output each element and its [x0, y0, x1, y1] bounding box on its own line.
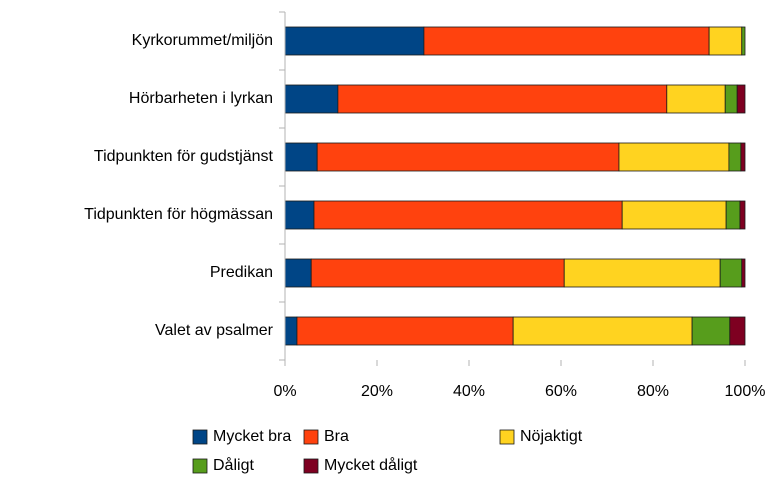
bar-segment [618, 142, 730, 172]
y-tick-label: Valet av psalmer [155, 322, 274, 339]
bar-segment [563, 258, 721, 288]
bar-segment [724, 84, 738, 114]
bar-segment [739, 200, 746, 230]
bar-segment [741, 258, 746, 288]
bar-segment [316, 142, 620, 172]
bar-segment [423, 26, 710, 56]
x-tick-label: 100% [725, 383, 766, 400]
bar-segment [337, 84, 668, 114]
y-tick-label: Tidpunkten för högmässan [84, 206, 273, 223]
bar-segment [740, 142, 746, 172]
legend-swatch [192, 458, 208, 474]
x-tick-label: 80% [637, 383, 669, 400]
bar-segment [741, 26, 746, 56]
bar-segment [512, 316, 693, 346]
x-tick-label: 60% [545, 383, 577, 400]
bar-segment [621, 200, 727, 230]
y-tick-label: Tidpunkten för gudstjänst [94, 148, 274, 165]
bar-segment [719, 258, 743, 288]
bar-segment [691, 316, 731, 346]
legend-label: Mycket bra [213, 428, 291, 445]
bar-segment [313, 200, 623, 230]
bar-segment [284, 200, 315, 230]
x-tick-label: 0% [273, 383, 296, 400]
legend-label: Mycket dåligt [324, 456, 418, 474]
bar-segment [284, 26, 425, 56]
bar-segment [310, 258, 565, 288]
y-tick-label: Predikan [210, 264, 273, 281]
y-tick-label: Hörbarheten i lyrkan [129, 90, 273, 107]
legend-swatch [303, 458, 319, 474]
y-tick-label: Kyrkorummet/miljön [132, 32, 273, 49]
x-tick-label: 20% [361, 383, 393, 400]
bar-segment [729, 316, 746, 346]
legend-label: Dåligt [213, 456, 254, 474]
bar-segment [666, 84, 726, 114]
bar-segment [284, 316, 298, 346]
bar-segment [284, 142, 318, 172]
bar-segment [736, 84, 746, 114]
legend-label: Bra [324, 428, 349, 445]
bar-segment [725, 200, 741, 230]
legend-swatch [192, 429, 208, 445]
legend-swatch [499, 429, 515, 445]
bar-segment [296, 316, 514, 346]
x-tick-label: 40% [453, 383, 485, 400]
bar-segment [284, 84, 339, 114]
bar-segment [284, 258, 312, 288]
bar-segment [728, 142, 742, 172]
legend-label: Nöjaktigt [520, 428, 583, 445]
legend-swatch [303, 429, 319, 445]
bar-segment [708, 26, 743, 56]
